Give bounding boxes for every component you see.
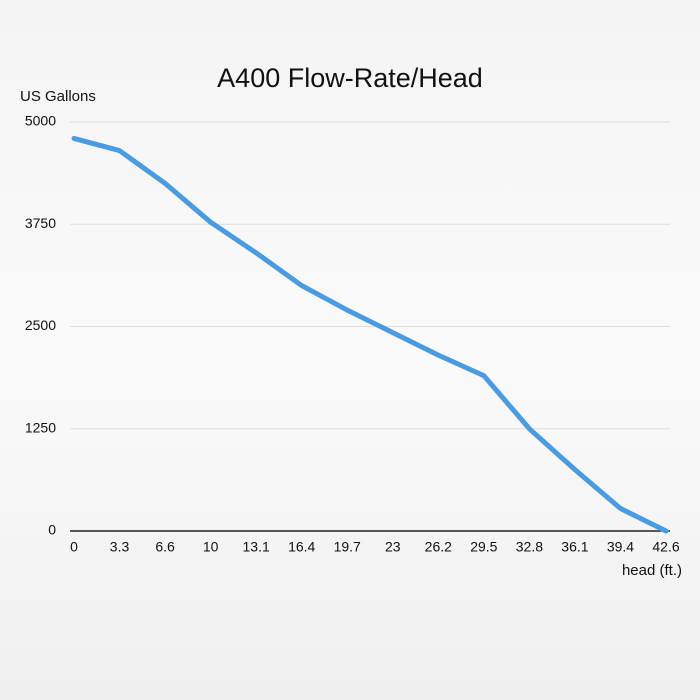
- y-tick-label: 1250: [25, 419, 56, 435]
- x-tick-label: 10: [203, 539, 219, 555]
- x-tick-label: 13.1: [243, 539, 270, 555]
- x-tick-label: 3.3: [110, 539, 130, 555]
- x-tick-label: 42.6: [652, 539, 679, 555]
- y-axis-label: US Gallons: [20, 88, 96, 105]
- y-tick-label: 2500: [25, 317, 56, 333]
- x-axis-label: head (ft.): [622, 562, 682, 579]
- x-tick-label: 6.6: [155, 539, 175, 555]
- data-line: [71, 135, 669, 534]
- x-tick-label: 36.1: [561, 539, 588, 555]
- y-tick-label: 5000: [25, 113, 56, 129]
- x-tick-label: 19.7: [334, 539, 361, 555]
- x-tick-label: 16.4: [288, 539, 315, 555]
- chart-title: A400 Flow-Rate/Head: [217, 63, 483, 93]
- y-tick-label: 0: [48, 522, 56, 538]
- x-tick-label: 39.4: [607, 539, 634, 555]
- y-tick-label: 3750: [25, 215, 56, 231]
- x-tick-label: 26.2: [425, 539, 452, 555]
- x-tick-label: 29.5: [470, 539, 497, 555]
- x-tick-label: 23: [385, 539, 401, 555]
- x-tick-label: 0: [70, 539, 78, 555]
- x-tick-label: 32.8: [516, 539, 543, 555]
